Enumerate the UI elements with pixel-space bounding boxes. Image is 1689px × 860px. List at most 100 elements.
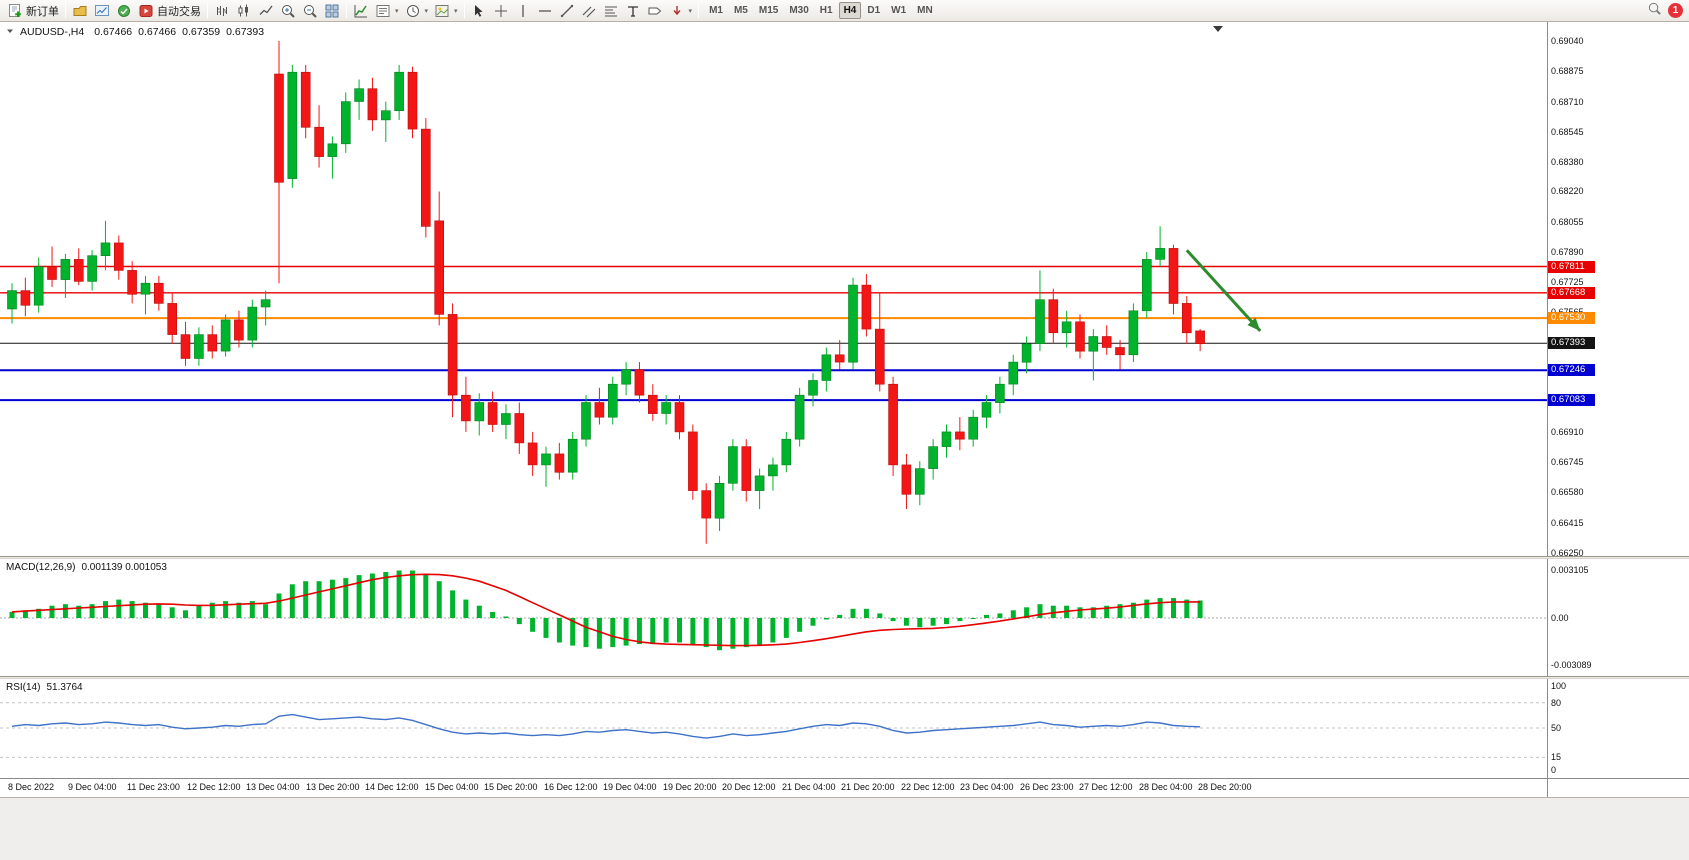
time-axis-border bbox=[0, 778, 1689, 779]
price-axis-tick: 0.68380 bbox=[1551, 157, 1584, 167]
charts-button[interactable] bbox=[91, 1, 113, 21]
period-icon bbox=[405, 3, 421, 19]
price-axis-tick: 0.66415 bbox=[1551, 518, 1584, 528]
price-lines-layer[interactable] bbox=[0, 265, 1547, 402]
market-watch-icon bbox=[116, 3, 132, 19]
time-axis-tick: 28 Dec 04:00 bbox=[1139, 782, 1193, 792]
price-axis-tick: 0.67725 bbox=[1551, 277, 1584, 287]
window-bottom-strip bbox=[0, 797, 1689, 860]
rsi-axis-tick: 100 bbox=[1551, 681, 1567, 691]
price-axis-tick: 0.68875 bbox=[1551, 66, 1584, 76]
macd-label-text: MACD(12,26,9) bbox=[6, 562, 76, 573]
fibonacci-button[interactable] bbox=[600, 1, 622, 21]
candles-icon bbox=[236, 3, 252, 19]
timeframe-m1[interactable]: M1 bbox=[704, 2, 728, 19]
toolbar-divider bbox=[463, 3, 465, 18]
time-axis-tick: 27 Dec 12:00 bbox=[1079, 782, 1133, 792]
price-axis-tick: 0.69040 bbox=[1551, 36, 1584, 46]
trend-arrow-annotation[interactable] bbox=[1185, 249, 1262, 332]
timeframe-w1[interactable]: W1 bbox=[886, 2, 911, 19]
new-order-icon bbox=[7, 3, 23, 19]
time-axis-tick: 22 Dec 12:00 bbox=[901, 782, 955, 792]
arrows-tool-button[interactable]: ▾ bbox=[666, 1, 696, 21]
chart-symbol-period: AUDUSD-,H4 bbox=[20, 26, 85, 38]
price-tag-0.67083: 0.67083 bbox=[1548, 394, 1595, 406]
trendline-icon bbox=[559, 3, 575, 19]
chart-header: AUDUSD-,H4 0.67466 0.67466 0.67359 0.673… bbox=[6, 26, 264, 38]
time-axis-tick: 14 Dec 12:00 bbox=[365, 782, 419, 792]
cursor-button[interactable] bbox=[468, 1, 490, 21]
new-order-button[interactable]: 新订单 bbox=[4, 1, 62, 21]
pane-separator[interactable] bbox=[0, 676, 1689, 679]
timeframe-m5[interactable]: M5 bbox=[729, 2, 753, 19]
zoom-in-button[interactable] bbox=[277, 1, 299, 21]
rsi-axis-tick: 80 bbox=[1551, 698, 1562, 708]
channel-icon bbox=[581, 3, 597, 19]
crosshair-icon bbox=[493, 3, 509, 19]
timeframe-mn[interactable]: MN bbox=[912, 2, 938, 19]
price-tag-0.67393: 0.67393 bbox=[1548, 337, 1595, 349]
channel-button[interactable] bbox=[578, 1, 600, 21]
timeframe-m15[interactable]: M15 bbox=[754, 2, 783, 19]
collapse-icon[interactable] bbox=[6, 26, 14, 38]
crosshair-button[interactable] bbox=[490, 1, 512, 21]
autotrade-label: 自动交易 bbox=[157, 5, 201, 18]
horizontal-line-button[interactable] bbox=[534, 1, 556, 21]
price-tag-0.67530: 0.67530 bbox=[1548, 312, 1595, 324]
candles-layer bbox=[7, 41, 1205, 544]
macd-axis-tick: 0.003105 bbox=[1551, 565, 1589, 575]
timeframe-h1[interactable]: H1 bbox=[815, 2, 838, 19]
time-axis-tick: 15 Dec 20:00 bbox=[484, 782, 538, 792]
macd-axis-tick: -0.003089 bbox=[1551, 660, 1592, 670]
macd-layer bbox=[0, 570, 1547, 651]
toolbar-divider bbox=[346, 3, 347, 18]
time-axis-tick: 12 Dec 12:00 bbox=[187, 782, 241, 792]
macd-pane-label: MACD(12,26,9) 0.001139 0.001053 bbox=[6, 562, 167, 573]
price-axis-tick: 0.66745 bbox=[1551, 457, 1584, 467]
line-chart-icon bbox=[258, 3, 274, 19]
autotrade-button[interactable]: 自动交易 bbox=[135, 1, 204, 21]
bar-chart-button[interactable] bbox=[211, 1, 233, 21]
time-axis-tick: 23 Dec 04:00 bbox=[960, 782, 1014, 792]
chart-shift-marker[interactable] bbox=[1213, 26, 1223, 32]
zoom-out-button[interactable] bbox=[299, 1, 321, 21]
trendline-button[interactable] bbox=[556, 1, 578, 21]
tile-windows-button[interactable] bbox=[321, 1, 343, 21]
arrows-icon bbox=[669, 3, 685, 19]
template-button[interactable]: ▾ bbox=[431, 1, 461, 21]
indicators-button[interactable] bbox=[350, 1, 372, 21]
market-watch-button[interactable] bbox=[113, 1, 135, 21]
chevron-down-icon: ▾ bbox=[395, 7, 399, 15]
notification-badge[interactable]: 1 bbox=[1668, 3, 1683, 18]
vertical-line-button[interactable] bbox=[512, 1, 534, 21]
time-axis-tick: 28 Dec 20:00 bbox=[1198, 782, 1252, 792]
price-axis-tick: 0.68220 bbox=[1551, 186, 1584, 196]
text-tool-button[interactable] bbox=[622, 1, 644, 21]
time-axis-tick: 16 Dec 12:00 bbox=[544, 782, 598, 792]
time-axis-tick: 13 Dec 04:00 bbox=[246, 782, 300, 792]
label-tool-button[interactable] bbox=[644, 1, 666, 21]
period-button[interactable]: ▾ bbox=[402, 1, 432, 21]
chevron-down-icon: ▾ bbox=[688, 7, 693, 15]
price-axis-tick: 0.66250 bbox=[1551, 548, 1584, 558]
profiles-button[interactable] bbox=[69, 1, 91, 21]
pane-separator[interactable] bbox=[0, 556, 1689, 559]
rsi-value: 51.3764 bbox=[46, 682, 83, 693]
hline-icon bbox=[537, 3, 553, 19]
search-icon[interactable] bbox=[1647, 1, 1662, 21]
timeframe-d1[interactable]: D1 bbox=[862, 2, 885, 19]
timeframe-m30[interactable]: M30 bbox=[784, 2, 813, 19]
timeframe-h4[interactable]: H4 bbox=[838, 2, 862, 19]
line-chart-button[interactable] bbox=[255, 1, 277, 21]
indicator-list-button[interactable]: ▾ bbox=[372, 1, 402, 21]
text-icon bbox=[625, 3, 641, 19]
toolbar-divider bbox=[207, 3, 208, 18]
time-axis-tick: 20 Dec 12:00 bbox=[722, 782, 776, 792]
price-axis-tick: 0.66580 bbox=[1551, 487, 1584, 497]
toolbar-divider bbox=[698, 3, 700, 18]
time-axis-tick: 26 Dec 23:00 bbox=[1020, 782, 1074, 792]
candlestick-chart-button[interactable] bbox=[233, 1, 255, 21]
rsi-pane-label: RSI(14) 51.3764 bbox=[6, 682, 83, 693]
zoom-in-icon bbox=[280, 3, 296, 19]
